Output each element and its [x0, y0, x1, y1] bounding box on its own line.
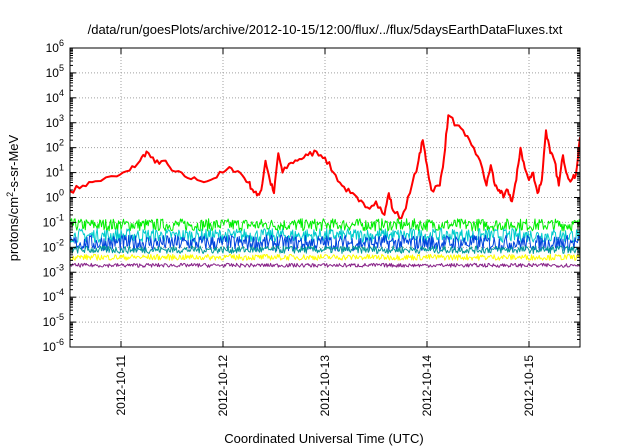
x-tick-label: 2012-10-11: [114, 355, 128, 416]
y-tick-label: 103: [46, 113, 64, 130]
x-tick-label: 2012-10-12: [216, 355, 230, 417]
grid: [70, 48, 580, 347]
y-tick-label: 106: [46, 38, 64, 55]
x-axis-label: Coordinated Universal Time (UTC): [224, 431, 423, 446]
y-tick-label: 104: [46, 88, 64, 105]
y-tick-label: 10-3: [43, 262, 64, 279]
y-tick-label: 101: [46, 163, 64, 180]
y-tick-label: 10-6: [43, 337, 64, 354]
x-tick-label: 2012-10-14: [420, 355, 434, 417]
y-axis-label-base: protons/cm: [6, 197, 21, 261]
series-line-7: [70, 262, 580, 268]
series-line-4: [70, 234, 580, 252]
y-tick-label: 10-2: [43, 237, 64, 254]
series-line-6: [70, 253, 580, 261]
x-tick-label: 2012-10-13: [318, 355, 332, 417]
chart-title: /data/run/goesPlots/archive/2012-10-15/1…: [88, 22, 563, 37]
series-line-2: [70, 218, 580, 232]
y-axis-label-sup: 2: [5, 192, 15, 197]
y-tick-label: 10-5: [43, 312, 64, 329]
series-group: [70, 114, 580, 268]
series-line-5: [70, 245, 580, 254]
x-tick-label: 2012-10-15: [522, 355, 536, 417]
y-axis-label-rest: -s-sr-MeV: [6, 134, 21, 191]
y-tick-label: 10-1: [43, 212, 64, 229]
axis-ticks: 10-6 10-5 10-4 10-3 10-2 10-1 100 101 102 103 104 1…: [43, 38, 580, 416]
y-tick-label: 100: [46, 188, 64, 205]
y-tick-label: 10-4: [43, 287, 64, 304]
y-tick-label: 102: [46, 138, 64, 155]
series-line-1: [70, 114, 580, 220]
y-tick-label: 105: [46, 63, 64, 80]
y-axis-label: protons/cm2-s-sr-MeV: [5, 134, 21, 261]
